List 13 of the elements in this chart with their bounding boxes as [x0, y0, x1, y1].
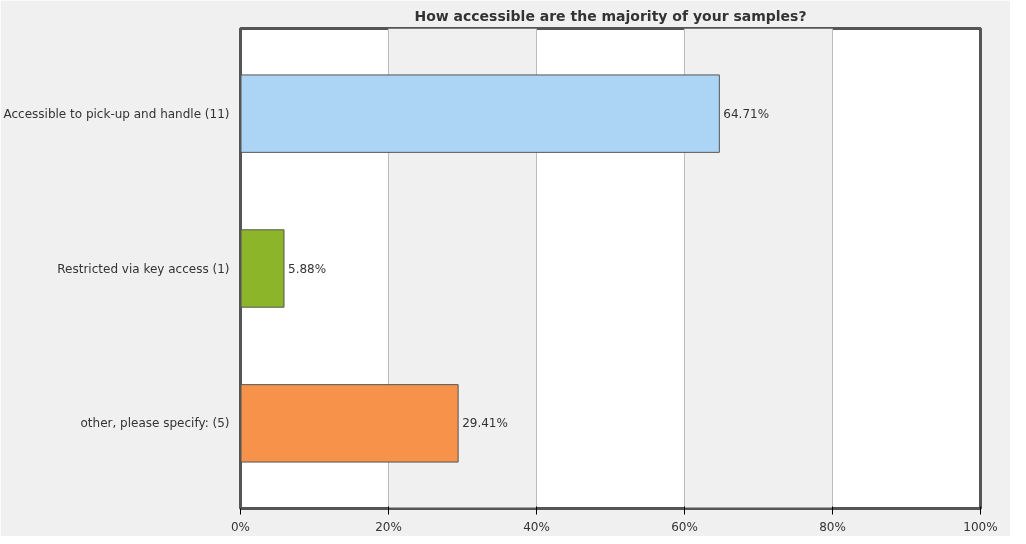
data-label: 64.71%: [723, 106, 770, 121]
chart-title: How accessible are the majority of your samples?: [414, 7, 807, 24]
y-tick-label: other, please specify: (5): [80, 416, 230, 431]
x-tick-label: 100%: [963, 519, 998, 534]
data-label: 29.41%: [462, 416, 508, 431]
y-tick-label: Restricted via key access (1): [57, 261, 230, 276]
x-tick-label: 80%: [819, 519, 846, 534]
x-tick-label: 0%: [230, 519, 251, 534]
data-label: 5.88%: [288, 261, 327, 276]
y-tick-label: Accessible to pick-up and handle (11): [3, 106, 230, 121]
x-tick-label: 40%: [523, 519, 550, 534]
x-tick-label: 60%: [671, 519, 698, 534]
x-tick-label: 20%: [375, 519, 402, 534]
